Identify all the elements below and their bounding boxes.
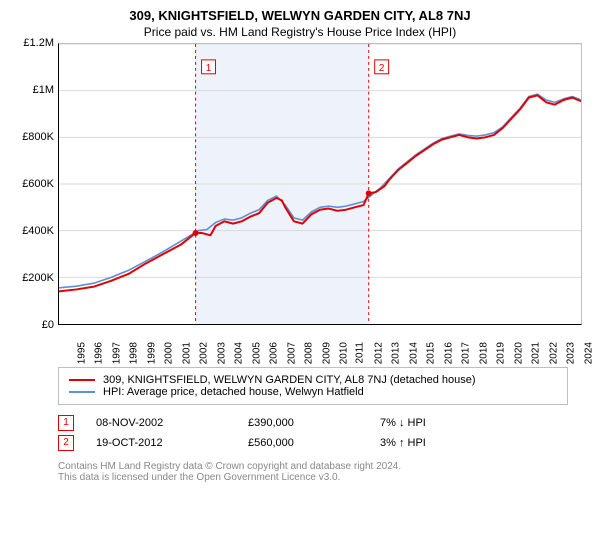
x-tick: 2003 xyxy=(216,342,227,364)
x-tick: 1997 xyxy=(111,342,122,364)
x-tick: 2002 xyxy=(199,342,210,364)
x-tick: 1998 xyxy=(129,342,140,364)
sale-price: £390,000 xyxy=(248,417,358,429)
x-tick: 2020 xyxy=(513,342,524,364)
sales-table: 1 08-NOV-2002 £390,000 7% ↓ HPI 2 19-OCT-2012… xyxy=(58,415,568,451)
x-tick: 1995 xyxy=(76,342,87,364)
y-axis: £0£200K£400K£600K£800K£1M£1.2M xyxy=(12,43,58,325)
x-tick: 2019 xyxy=(495,342,506,364)
x-tick: 2005 xyxy=(251,342,262,364)
y-tick: £600K xyxy=(22,178,54,190)
sale-marker-icon: 2 xyxy=(58,435,74,451)
x-tick: 2021 xyxy=(530,342,541,364)
sale-marker-icon: 1 xyxy=(58,415,74,431)
legend: 309, KNIGHTSFIELD, WELWYN GARDEN CITY, A… xyxy=(58,367,568,405)
sale-price: £560,000 xyxy=(248,437,358,449)
legend-swatch xyxy=(69,391,95,393)
license-line2: This data is licensed under the Open Gov… xyxy=(58,472,588,483)
chart-subtitle: Price paid vs. HM Land Registry's House … xyxy=(12,25,588,39)
sale-row: 1 08-NOV-2002 £390,000 7% ↓ HPI xyxy=(58,415,568,431)
x-tick: 2012 xyxy=(373,342,384,364)
sale-delta: 3% ↑ HPI xyxy=(380,437,470,449)
license-text: Contains HM Land Registry data © Crown c… xyxy=(58,461,588,483)
x-tick: 1999 xyxy=(146,342,157,364)
y-tick: £200K xyxy=(22,272,54,284)
x-tick: 2017 xyxy=(461,342,472,364)
x-tick: 2001 xyxy=(181,342,192,364)
x-tick: 2006 xyxy=(268,342,279,364)
x-tick: 2015 xyxy=(426,342,437,364)
plot-area: 12 xyxy=(58,43,582,325)
y-tick: £800K xyxy=(22,131,54,143)
x-tick: 2011 xyxy=(355,342,366,364)
y-tick: £1M xyxy=(33,84,54,96)
x-tick: 2000 xyxy=(164,342,175,364)
svg-text:2: 2 xyxy=(379,63,385,74)
x-tick: 2022 xyxy=(548,342,559,364)
y-tick: £400K xyxy=(22,225,54,237)
title-block: 309, KNIGHTSFIELD, WELWYN GARDEN CITY, A… xyxy=(12,8,588,39)
legend-swatch xyxy=(69,379,95,381)
line-layer: 12 xyxy=(59,44,581,324)
svg-text:1: 1 xyxy=(206,63,212,74)
x-axis: 1995199619971998199920002001200220032004… xyxy=(58,325,582,353)
x-tick: 2024 xyxy=(583,342,594,364)
x-tick: 1996 xyxy=(94,342,105,364)
x-tick: 2007 xyxy=(286,342,297,364)
y-tick: £1.2M xyxy=(23,37,54,49)
x-tick: 2023 xyxy=(565,342,576,364)
x-tick: 2016 xyxy=(443,342,454,364)
sale-date: 19-OCT-2012 xyxy=(96,437,226,449)
legend-item: HPI: Average price, detached house, Welw… xyxy=(69,386,557,398)
license-line1: Contains HM Land Registry data © Crown c… xyxy=(58,461,588,472)
x-tick: 2018 xyxy=(478,342,489,364)
sale-row: 2 19-OCT-2012 £560,000 3% ↑ HPI xyxy=(58,435,568,451)
sale-delta: 7% ↓ HPI xyxy=(380,417,470,429)
x-tick: 2013 xyxy=(391,342,402,364)
legend-label: 309, KNIGHTSFIELD, WELWYN GARDEN CITY, A… xyxy=(103,374,476,386)
x-tick: 2009 xyxy=(321,342,332,364)
legend-item: 309, KNIGHTSFIELD, WELWYN GARDEN CITY, A… xyxy=(69,374,557,386)
x-tick: 2010 xyxy=(338,342,349,364)
legend-label: HPI: Average price, detached house, Welw… xyxy=(103,386,364,398)
chart-area: £0£200K£400K£600K£800K£1M£1.2M 12 199519… xyxy=(12,43,588,353)
x-tick: 2014 xyxy=(408,342,419,364)
chart-title: 309, KNIGHTSFIELD, WELWYN GARDEN CITY, A… xyxy=(12,8,588,23)
x-tick: 2004 xyxy=(233,342,244,364)
y-tick: £0 xyxy=(42,319,54,331)
x-tick: 2008 xyxy=(303,342,314,364)
sale-date: 08-NOV-2002 xyxy=(96,417,226,429)
